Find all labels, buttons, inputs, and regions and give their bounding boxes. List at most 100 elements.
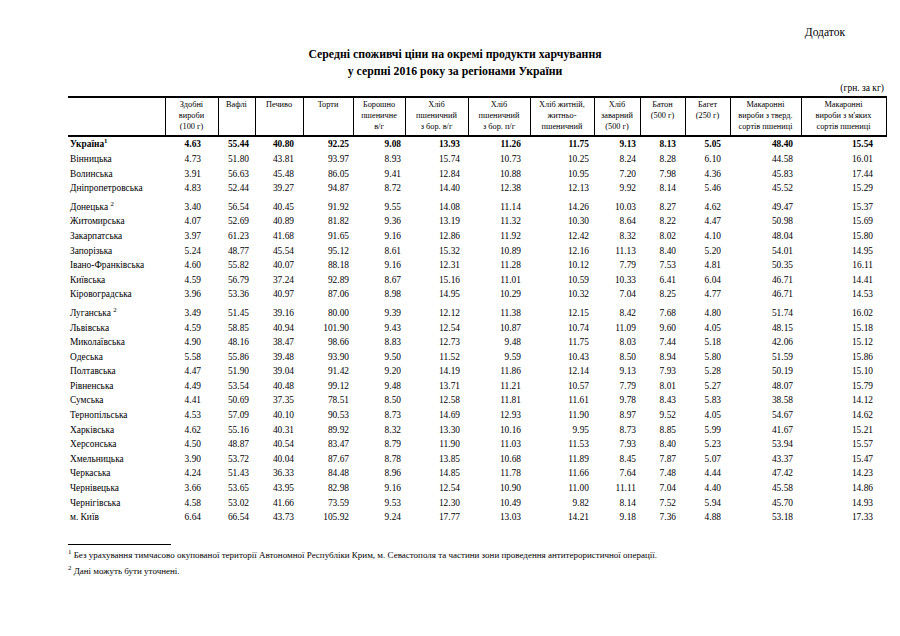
price-value: 45.54 bbox=[255, 244, 303, 259]
price-value: 39.16 bbox=[255, 302, 303, 321]
region-footnote-marker: 2 bbox=[113, 306, 116, 313]
price-value: 3.40 bbox=[165, 196, 218, 215]
column-header: Борошно пшеничне в/г bbox=[353, 97, 405, 136]
price-value: 83.47 bbox=[303, 437, 353, 452]
price-value: 4.59 bbox=[165, 273, 218, 288]
price-value: 51.80 bbox=[218, 152, 255, 167]
price-value: 4.05 bbox=[685, 408, 730, 423]
price-value: 9.48 bbox=[353, 379, 405, 394]
price-value: 16.01 bbox=[801, 152, 886, 167]
price-value: 93.97 bbox=[303, 152, 353, 167]
price-value: 7.68 bbox=[640, 302, 685, 321]
price-value: 4.47 bbox=[165, 364, 218, 379]
price-value: 78.51 bbox=[303, 393, 353, 408]
price-value: 56.63 bbox=[218, 167, 255, 182]
price-value: 8.50 bbox=[353, 393, 405, 408]
price-value: 5.28 bbox=[685, 364, 730, 379]
price-value: 8.03 bbox=[594, 335, 640, 350]
price-value: 11.00 bbox=[530, 481, 594, 496]
prices-table: Здобні вироби (100 г)ВафліПечивоТортиБор… bbox=[68, 96, 887, 525]
page-title: Середні споживчі ціни на окремі продукти… bbox=[10, 46, 900, 80]
price-value: 13.30 bbox=[405, 423, 468, 438]
price-value: 12.54 bbox=[405, 481, 468, 496]
table-row: Запорізька5.2448.7745.5495.128.6115.3210… bbox=[68, 244, 886, 259]
price-value: 4.90 bbox=[165, 335, 218, 350]
price-value: 8.50 bbox=[594, 350, 640, 365]
table-row: Львівська4.5958.8540.94101.909.4312.5410… bbox=[68, 321, 886, 336]
price-value: 55.44 bbox=[218, 136, 255, 152]
price-value: 53.65 bbox=[218, 481, 255, 496]
price-value: 5.58 bbox=[165, 350, 218, 365]
price-value: 54.67 bbox=[730, 408, 801, 423]
price-value: 9.08 bbox=[353, 136, 405, 152]
price-value: 61.23 bbox=[218, 229, 255, 244]
price-value: 5.99 bbox=[685, 423, 730, 438]
price-value: 9.92 bbox=[594, 181, 640, 196]
price-value: 4.24 bbox=[165, 466, 218, 481]
price-value: 4.36 bbox=[685, 167, 730, 182]
price-value: 11.01 bbox=[468, 273, 530, 288]
price-value: 17.44 bbox=[801, 167, 886, 182]
price-value: 10.43 bbox=[530, 350, 594, 365]
table-row: Рівненська4.4953.5440.4899.129.4813.7111… bbox=[68, 379, 886, 394]
price-value: 8.73 bbox=[353, 408, 405, 423]
price-value: 51.43 bbox=[218, 466, 255, 481]
price-value: 36.33 bbox=[255, 466, 303, 481]
price-value: 11.78 bbox=[468, 466, 530, 481]
price-value: 40.89 bbox=[255, 214, 303, 229]
price-value: 81.82 bbox=[303, 214, 353, 229]
table-row: Закарпатська3.9761.2341.6891.659.1612.86… bbox=[68, 229, 886, 244]
price-value: 11.03 bbox=[468, 437, 530, 452]
region-name: м. Київ bbox=[68, 510, 165, 525]
price-value: 5.23 bbox=[685, 437, 730, 452]
region-name: Донецька 2 bbox=[68, 196, 165, 215]
price-value: 40.04 bbox=[255, 452, 303, 467]
price-value: 10.49 bbox=[468, 496, 530, 511]
region-name: Херсонська bbox=[68, 437, 165, 452]
price-value: 12.58 bbox=[405, 393, 468, 408]
price-value: 4.47 bbox=[685, 214, 730, 229]
price-value: 8.40 bbox=[640, 244, 685, 259]
price-value: 10.89 bbox=[468, 244, 530, 259]
price-value: 101.90 bbox=[303, 321, 353, 336]
price-value: 3.66 bbox=[165, 481, 218, 496]
price-value: 11.52 bbox=[405, 350, 468, 365]
price-value: 7.52 bbox=[640, 496, 685, 511]
price-value: 8.96 bbox=[353, 466, 405, 481]
price-value: 8.43 bbox=[640, 393, 685, 408]
price-value: 47.42 bbox=[730, 466, 801, 481]
price-value: 13.93 bbox=[405, 136, 468, 152]
table-row: Черкаська4.2451.4336.3384.488.9614.8511.… bbox=[68, 466, 886, 481]
price-value: 12.31 bbox=[405, 258, 468, 273]
price-value: 40.80 bbox=[255, 136, 303, 152]
price-value: 52.44 bbox=[218, 181, 255, 196]
price-value: 10.57 bbox=[530, 379, 594, 394]
price-value: 15.21 bbox=[801, 423, 886, 438]
price-value: 17.77 bbox=[405, 510, 468, 525]
price-value: 50.35 bbox=[730, 258, 801, 273]
price-value: 92.25 bbox=[303, 136, 353, 152]
column-header: Макаронні вироби з м'яких сортів пшениці bbox=[801, 97, 886, 136]
price-value: 94.87 bbox=[303, 181, 353, 196]
price-value: 92.89 bbox=[303, 273, 353, 288]
price-value: 46.71 bbox=[730, 287, 801, 302]
table-row: Україна14.6355.4440.8092.259.0813.9311.2… bbox=[68, 136, 886, 152]
price-value: 4.63 bbox=[165, 136, 218, 152]
price-value: 48.15 bbox=[730, 321, 801, 336]
price-value: 9.95 bbox=[530, 423, 594, 438]
price-value: 10.73 bbox=[468, 152, 530, 167]
region-name: Сумська bbox=[68, 393, 165, 408]
price-value: 11.14 bbox=[468, 196, 530, 215]
price-value: 91.92 bbox=[303, 196, 353, 215]
price-value: 12.38 bbox=[468, 181, 530, 196]
region-name: Івано-Франківська bbox=[68, 258, 165, 273]
table-row: Вінницька4.7351.8043.8193.978.9315.7410.… bbox=[68, 152, 886, 167]
price-value: 84.48 bbox=[303, 466, 353, 481]
region-name: Рівненська bbox=[68, 379, 165, 394]
price-value: 45.52 bbox=[730, 181, 801, 196]
price-value: 5.07 bbox=[685, 452, 730, 467]
price-value: 4.53 bbox=[165, 408, 218, 423]
region-name: Дніпропетровська bbox=[68, 181, 165, 196]
price-value: 50.19 bbox=[730, 364, 801, 379]
region-name: Хмельницька bbox=[68, 452, 165, 467]
